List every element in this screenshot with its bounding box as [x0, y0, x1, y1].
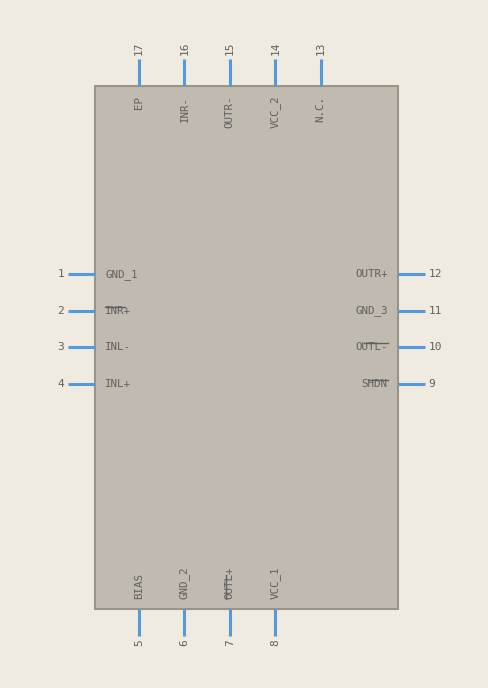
Text: 4: 4	[58, 379, 64, 389]
Text: 15: 15	[225, 42, 235, 55]
Text: N.C.: N.C.	[316, 96, 325, 122]
Text: OUTL+: OUTL+	[225, 566, 235, 599]
Text: BIAS: BIAS	[134, 573, 144, 599]
Text: INR-: INR-	[180, 96, 189, 122]
Text: 14: 14	[270, 42, 280, 55]
Bar	[95, 86, 398, 609]
Text: 3: 3	[58, 343, 64, 352]
Text: 17: 17	[134, 42, 144, 55]
Text: VCC_1: VCC_1	[270, 566, 281, 599]
Text: 11: 11	[428, 306, 442, 316]
Text: GND_3: GND_3	[355, 305, 388, 316]
Text: OUTR+: OUTR+	[355, 269, 388, 279]
Text: INR+: INR+	[105, 306, 131, 316]
Text: SHDN: SHDN	[362, 379, 388, 389]
Text: 5: 5	[134, 640, 144, 647]
Text: 8: 8	[270, 640, 280, 647]
Text: 6: 6	[180, 640, 189, 647]
Text: 10: 10	[428, 343, 442, 352]
Text: 12: 12	[428, 269, 442, 279]
Text: INL-: INL-	[105, 343, 131, 352]
Text: GND_2: GND_2	[179, 566, 190, 599]
Text: OUTR-: OUTR-	[225, 96, 235, 129]
Text: OUTL-: OUTL-	[355, 343, 388, 352]
Text: INL+: INL+	[105, 379, 131, 389]
Text: 9: 9	[428, 379, 435, 389]
Text: 13: 13	[316, 42, 325, 55]
Text: 2: 2	[58, 306, 64, 316]
Text: 7: 7	[225, 640, 235, 647]
Text: 16: 16	[180, 42, 189, 55]
Text: EP: EP	[134, 96, 144, 109]
Text: VCC_2: VCC_2	[270, 96, 281, 129]
Text: GND_1: GND_1	[105, 269, 138, 280]
Text: 1: 1	[58, 269, 64, 279]
